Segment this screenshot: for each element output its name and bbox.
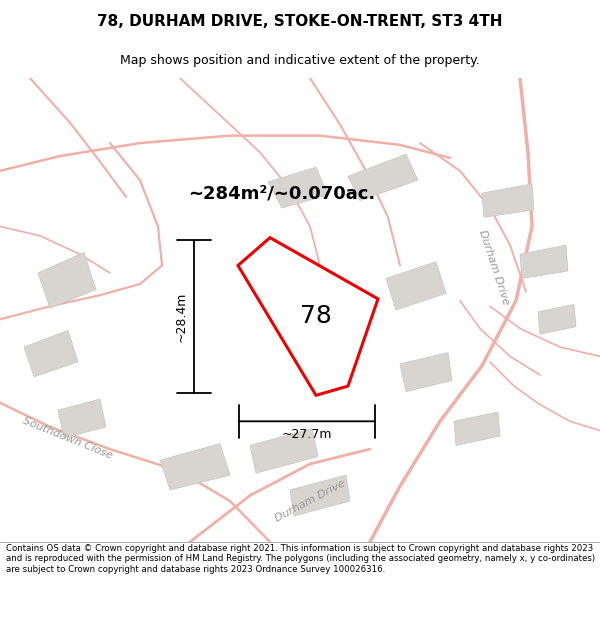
Polygon shape [520,245,568,279]
Text: Durham Drive: Durham Drive [477,229,511,306]
Text: 78, DURHAM DRIVE, STOKE-ON-TRENT, ST3 4TH: 78, DURHAM DRIVE, STOKE-ON-TRENT, ST3 4T… [97,14,503,29]
Polygon shape [38,253,96,308]
Text: 78: 78 [300,304,332,328]
Text: ~28.4m: ~28.4m [175,291,188,342]
Polygon shape [58,399,106,438]
Polygon shape [538,304,576,334]
Text: Contains OS data © Crown copyright and database right 2021. This information is : Contains OS data © Crown copyright and d… [6,544,595,574]
Polygon shape [400,352,452,392]
Polygon shape [290,475,350,516]
Polygon shape [386,262,446,310]
Polygon shape [24,331,78,377]
Text: Durham Drive: Durham Drive [273,478,347,524]
Polygon shape [250,429,318,473]
Polygon shape [238,238,378,396]
Polygon shape [160,444,230,490]
Polygon shape [454,412,500,446]
Polygon shape [482,184,534,218]
Text: ~284m²/~0.070ac.: ~284m²/~0.070ac. [188,184,375,202]
Polygon shape [348,154,418,201]
Text: Map shows position and indicative extent of the property.: Map shows position and indicative extent… [120,54,480,68]
Polygon shape [268,167,328,208]
Text: ~27.7m: ~27.7m [282,428,332,441]
Text: Southdown Close: Southdown Close [22,416,115,461]
